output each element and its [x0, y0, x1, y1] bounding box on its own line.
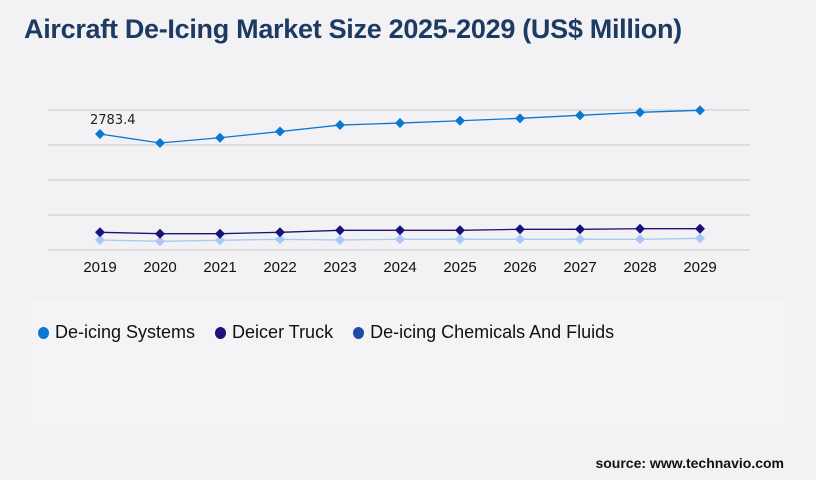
legend-item: De-icing Chemicals And Fluids	[353, 322, 614, 343]
data-point	[575, 110, 585, 121]
source-text: source: www.technavio.com	[595, 455, 784, 471]
data-point	[575, 224, 585, 235]
data-point	[275, 227, 285, 238]
x-tick-label: 2029	[683, 259, 716, 276]
legend-item: Deicer Truck	[215, 322, 333, 343]
legend-panel	[30, 300, 790, 430]
data-point	[635, 223, 645, 234]
data-point	[335, 235, 345, 245]
data-label: 2783.4	[90, 113, 136, 128]
legend: De-icing Systems Deicer Truck De-icing Che…	[38, 322, 614, 343]
data-point	[695, 233, 705, 244]
data-point	[515, 113, 525, 124]
data-point	[635, 234, 645, 245]
legend-label: De-icing Systems	[55, 322, 196, 342]
data-point	[515, 234, 525, 245]
data-point	[155, 138, 165, 148]
data-point	[335, 225, 345, 236]
x-tick-label: 2019	[83, 259, 116, 276]
x-tick-label: 2027	[563, 259, 596, 276]
data-point	[515, 224, 525, 235]
data-point	[215, 235, 225, 246]
x-tick-label: 2022	[263, 259, 296, 276]
data-point	[695, 223, 705, 234]
legend-marker-icon	[353, 326, 365, 339]
x-tick-label: 2024	[383, 259, 416, 276]
data-point	[695, 105, 705, 116]
data-point	[95, 129, 105, 140]
data-point	[155, 236, 165, 247]
x-tick-label: 2021	[203, 259, 236, 276]
data-point	[215, 132, 225, 143]
x-tick-label: 2025	[443, 259, 476, 276]
data-point	[395, 234, 405, 245]
data-point	[275, 234, 285, 245]
data-point	[155, 228, 165, 239]
data-point	[575, 234, 585, 245]
legend-label: De-icing Chemicals And Fluids	[370, 322, 615, 342]
data-point	[275, 126, 285, 137]
data-point	[395, 225, 405, 236]
x-tick-label: 2020	[143, 259, 176, 276]
data-point	[95, 227, 105, 238]
x-tick-label: 2023	[323, 259, 356, 276]
legend-label: Deicer Truck	[232, 322, 334, 342]
data-point	[455, 234, 465, 245]
x-tick-label: 2028	[623, 259, 656, 276]
data-point	[395, 118, 405, 129]
data-point	[455, 115, 465, 126]
x-tick-label: 2026	[503, 259, 536, 276]
legend-marker-icon	[38, 326, 49, 339]
data-point	[335, 120, 345, 131]
data-point	[215, 228, 225, 239]
data-point	[455, 225, 465, 236]
data-point	[635, 107, 645, 118]
chart-title: Aircraft De-Icing Market Size 2025-2029 …	[24, 14, 682, 44]
legend-marker-icon	[215, 326, 227, 339]
data-point	[95, 235, 105, 245]
legend-item: De-icing Systems	[38, 322, 195, 343]
